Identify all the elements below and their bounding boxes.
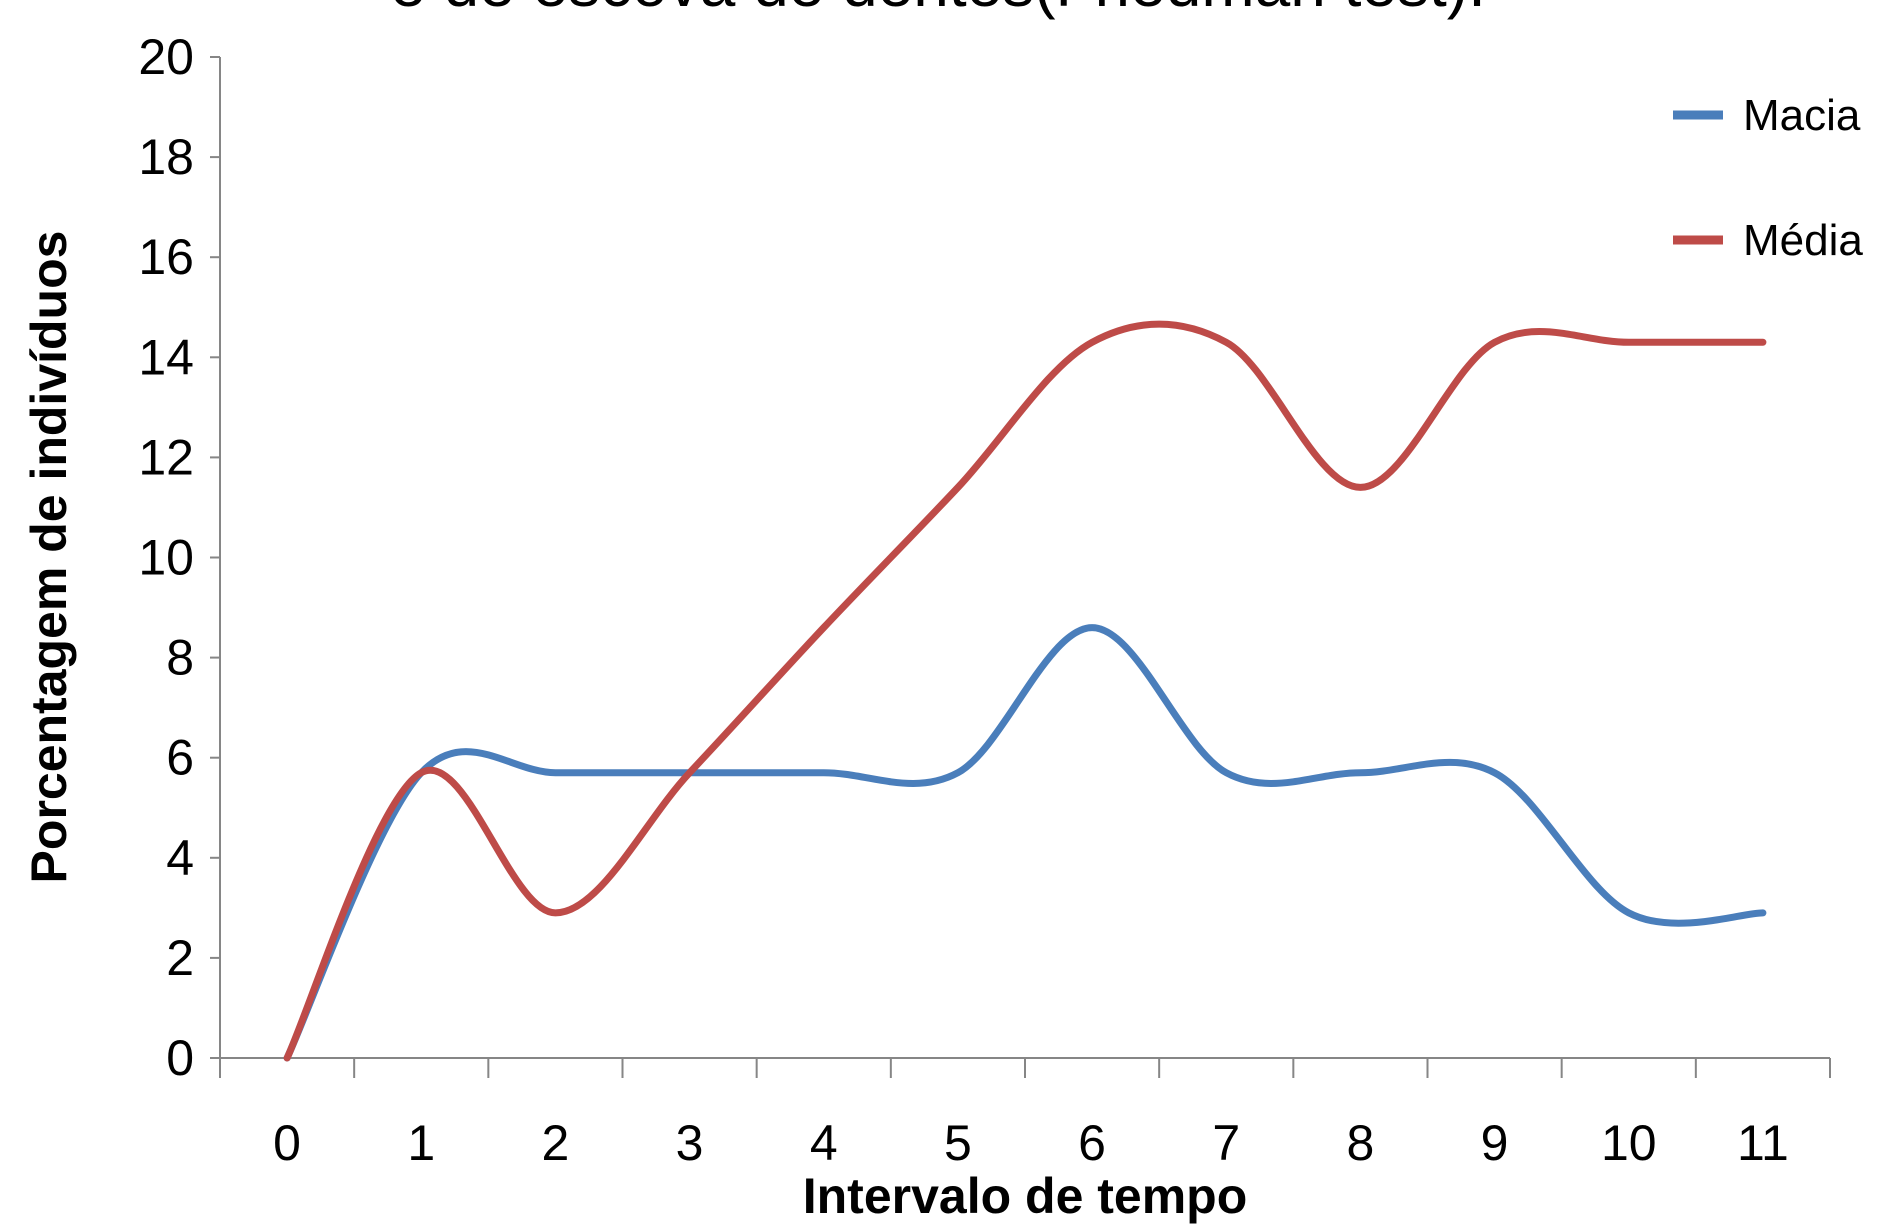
legend: Macia Média [1673,91,1863,265]
x-tick-label: 10 [1601,1115,1657,1171]
x-tick-label: 5 [944,1115,972,1171]
x-tick-label: 6 [1078,1115,1106,1171]
x-tick-label: 9 [1481,1115,1509,1171]
legend-label-1: Macia [1743,91,1861,140]
x-tick-label: 11 [1737,1115,1789,1171]
series-line-1 [283,624,1767,1062]
y-tick-label: 18 [138,129,194,185]
axes [219,57,1830,1059]
x-tick-label: 8 [1347,1115,1375,1171]
legend-label-2: Média [1743,216,1863,265]
x-tick-label: 7 [1212,1115,1240,1171]
y-tick-label: 0 [166,1030,194,1086]
x-tick-label: 2 [542,1115,570,1171]
y-tick-label: 14 [138,329,194,385]
y-tick-label: 8 [166,630,194,686]
y-axis-title: Porcentagem de indivíduos [21,231,77,884]
x-axis-title: Intervalo de tempo [803,1168,1248,1224]
x-tick-label: 1 [407,1115,435,1171]
y-tick-label: 16 [138,229,194,285]
y-tick-label: 12 [138,429,194,485]
x-tick-label: 0 [273,1115,301,1171]
y-tick-label: 20 [138,29,194,85]
x-tick-label: 4 [810,1115,838,1171]
y-tick-label: 6 [166,730,194,786]
x-tick-label: 3 [676,1115,704,1171]
chart-title: e de escova de dentes(Friedman test). [390,0,1486,20]
y-ticks: 0 2 4 6 8 10 12 14 16 18 20 [138,29,220,1086]
x-ticks: 0 1 2 3 4 5 6 7 8 9 10 11 [219,1058,1831,1171]
series-lines [283,320,1767,1062]
series-line-2 [283,320,1767,1062]
y-tick-label: 2 [166,930,194,986]
y-tick-label: 10 [138,530,194,586]
y-tick-label: 4 [166,830,194,886]
